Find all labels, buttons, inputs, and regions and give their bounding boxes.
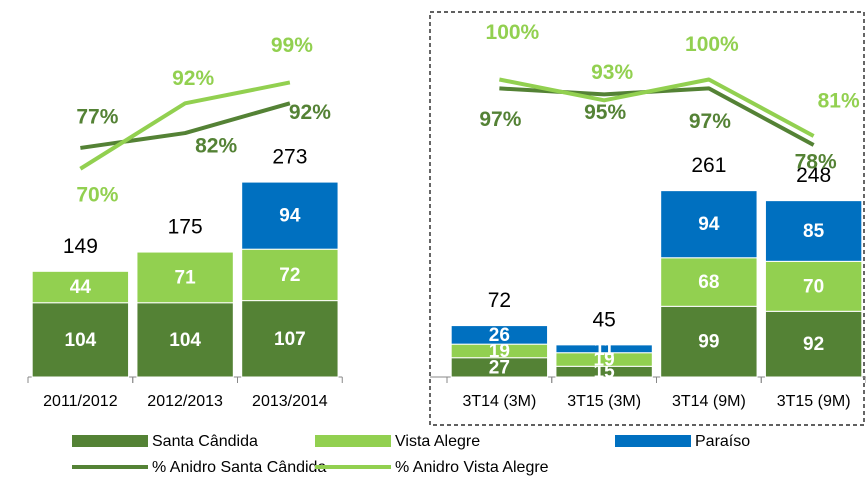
x-tick-label: 3T14 (9M) <box>672 393 746 410</box>
bar-segment <box>241 248 339 302</box>
segment-label: 94 <box>279 206 301 227</box>
line-label: 92% <box>289 101 331 124</box>
x-tick-label: 3T15 (3M) <box>567 393 641 410</box>
line-label: 92% <box>172 67 214 90</box>
line-label: 99% <box>271 34 313 57</box>
line-label: 77% <box>76 105 118 128</box>
legend-label: Paraíso <box>695 433 750 450</box>
segment-label: 85 <box>803 221 825 242</box>
segment-label: 92 <box>803 334 824 355</box>
line-label: 81% <box>818 90 860 113</box>
segment-label: 27 <box>489 357 510 378</box>
line-label: 97% <box>479 108 521 131</box>
line <box>79 80 291 171</box>
line <box>80 101 291 150</box>
total-label: 72 <box>488 289 511 312</box>
group-box <box>429 11 865 426</box>
bar-segment <box>31 270 130 304</box>
legend-swatch <box>615 435 691 447</box>
line-label: 82% <box>195 135 237 158</box>
segment-label: 107 <box>274 329 306 350</box>
line-label: 100% <box>685 33 739 56</box>
segment-label: 44 <box>70 277 92 298</box>
line <box>499 86 815 147</box>
segment-label: 94 <box>698 214 720 235</box>
bar-segment <box>660 305 758 378</box>
line-label: 100% <box>486 21 540 44</box>
x-tick-label: 2011/2012 <box>43 393 118 410</box>
legend-swatch <box>315 435 391 447</box>
segment-label: 26 <box>489 325 510 346</box>
segment-label: 11 <box>594 339 615 360</box>
bar-segment <box>660 190 758 259</box>
line <box>498 77 815 138</box>
bar-segment <box>241 181 339 250</box>
bar-segment <box>764 260 863 312</box>
total-label: 248 <box>796 164 831 187</box>
legend-label: % Anidro Vista Alegre <box>395 459 549 476</box>
segment-label: 15 <box>594 362 616 383</box>
bar-segment <box>764 200 863 262</box>
segment-label: 19 <box>594 350 615 371</box>
line-label: 78% <box>795 150 837 173</box>
line-label: 95% <box>584 101 626 124</box>
total-label: 175 <box>168 216 203 239</box>
legend-label: Vista Alegre <box>395 433 480 450</box>
total-label: 149 <box>63 235 98 258</box>
segment-label: 104 <box>65 330 97 351</box>
segment-label: 19 <box>489 341 510 362</box>
segment-label: 72 <box>279 265 300 286</box>
segment-label: 71 <box>175 267 197 288</box>
bar-segment <box>450 325 549 345</box>
segment-label: 70 <box>803 276 824 297</box>
x-tick-label: 3T15 (9M) <box>777 393 851 410</box>
legend-label: Santa Cândida <box>152 433 258 450</box>
bar-segment <box>660 257 758 307</box>
x-tick-label: 2013/2014 <box>252 393 328 410</box>
legend-label: % Anidro Santa Cândida <box>152 459 326 476</box>
x-tick-label: 2012/2013 <box>147 393 223 410</box>
total-label: 261 <box>691 154 726 177</box>
total-label: 273 <box>272 146 307 169</box>
line-label: 70% <box>76 183 118 206</box>
segment-label: 99 <box>698 332 719 353</box>
legend-swatch <box>72 435 148 447</box>
x-tick-label: 3T14 (3M) <box>462 393 536 410</box>
bar-segment <box>764 310 863 378</box>
line-label: 97% <box>689 110 731 133</box>
total-label: 45 <box>592 308 615 331</box>
segment-label: 68 <box>698 272 719 293</box>
line-label: 93% <box>591 61 633 84</box>
segment-label: 104 <box>169 330 201 351</box>
bar-segment <box>555 344 653 354</box>
bar-segment <box>136 251 234 304</box>
